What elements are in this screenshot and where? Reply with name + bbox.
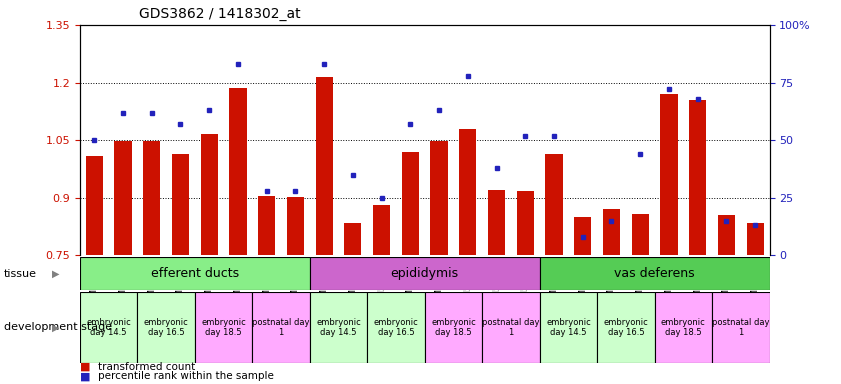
Bar (114, 141, 131, 255)
Bar (597, 292, 654, 363)
Bar (86, 156, 103, 255)
Bar (80, 257, 309, 290)
Text: vas deferens: vas deferens (614, 267, 695, 280)
Bar (368, 292, 425, 363)
Bar (373, 205, 390, 255)
Bar (287, 197, 304, 255)
Text: epididymis: epididymis (390, 267, 459, 280)
Bar (717, 215, 735, 255)
Text: postnatal day
1: postnatal day 1 (712, 318, 770, 337)
Text: embryonic
day 14.5: embryonic day 14.5 (87, 318, 131, 337)
Bar (230, 88, 246, 255)
Bar (431, 141, 447, 255)
Bar (574, 217, 591, 255)
Text: embryonic
day 18.5: embryonic day 18.5 (201, 318, 246, 337)
Bar (482, 292, 540, 363)
Bar (459, 129, 476, 255)
Bar (654, 292, 712, 363)
Text: efferent ducts: efferent ducts (151, 267, 239, 280)
Bar (632, 214, 648, 255)
Text: embryonic
day 14.5: embryonic day 14.5 (546, 318, 590, 337)
Bar (80, 292, 137, 363)
Text: ■: ■ (80, 371, 90, 381)
Bar (143, 141, 161, 255)
Text: ▶: ▶ (52, 322, 60, 333)
Text: transformed count: transformed count (98, 362, 196, 372)
Bar (540, 257, 770, 290)
Text: embryonic
day 14.5: embryonic day 14.5 (316, 318, 361, 337)
Bar (689, 100, 706, 255)
Text: percentile rank within the sample: percentile rank within the sample (98, 371, 274, 381)
Text: embryonic
day 18.5: embryonic day 18.5 (431, 318, 476, 337)
Text: embryonic
day 16.5: embryonic day 16.5 (144, 318, 188, 337)
Bar (712, 292, 770, 363)
Text: postnatal day
1: postnatal day 1 (252, 318, 309, 337)
Bar (309, 257, 540, 290)
Bar (603, 209, 620, 255)
Bar (172, 154, 189, 255)
Text: tissue: tissue (4, 268, 37, 279)
Bar (200, 134, 218, 255)
Bar (344, 223, 362, 255)
Text: ■: ■ (80, 362, 90, 372)
Bar (195, 292, 252, 363)
Text: ▶: ▶ (52, 268, 60, 279)
Bar (258, 196, 275, 255)
Bar (309, 292, 368, 363)
Bar (488, 190, 505, 255)
Bar (516, 191, 534, 255)
Text: embryonic
day 18.5: embryonic day 18.5 (661, 318, 706, 337)
Bar (402, 152, 419, 255)
Bar (540, 292, 597, 363)
Text: embryonic
day 16.5: embryonic day 16.5 (604, 318, 648, 337)
Bar (137, 292, 195, 363)
Bar (660, 94, 678, 255)
Bar (425, 292, 482, 363)
Bar (252, 292, 309, 363)
Text: development stage: development stage (4, 322, 113, 333)
Text: postnatal day
1: postnatal day 1 (482, 318, 540, 337)
Bar (747, 223, 764, 255)
Text: GDS3862 / 1418302_at: GDS3862 / 1418302_at (139, 7, 300, 21)
Text: embryonic
day 16.5: embryonic day 16.5 (373, 318, 418, 337)
Bar (315, 77, 333, 255)
Bar (545, 154, 563, 255)
